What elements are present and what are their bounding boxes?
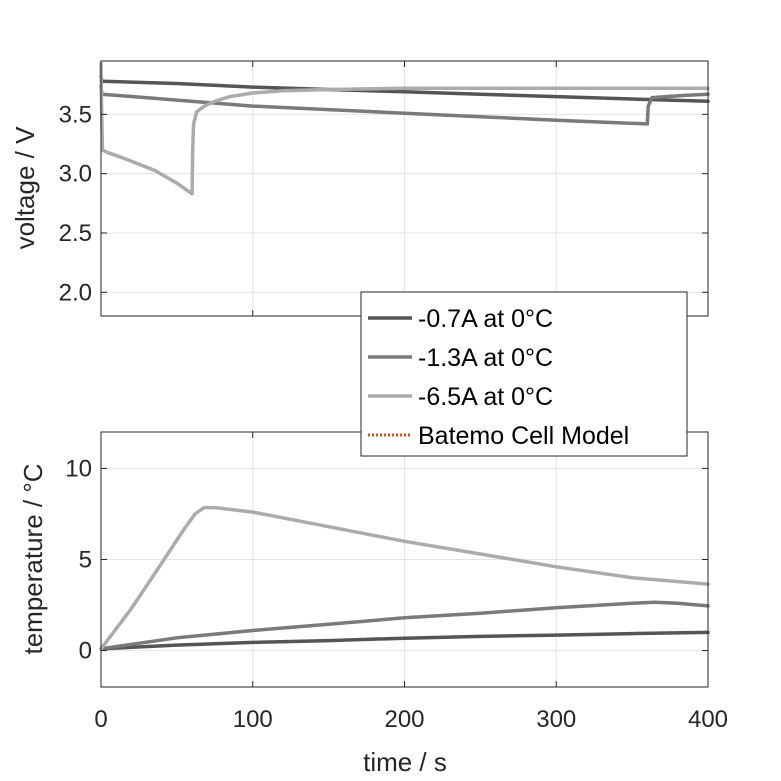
temperature-y-tick-label: 0	[79, 638, 92, 665]
voltage-y-tick-label: 2.5	[59, 220, 92, 247]
temperature-series-line-2	[99, 600, 710, 651]
legend-label: Batemo Cell Model	[418, 422, 629, 450]
temperature-y-tick-label: 10	[65, 455, 92, 482]
voltage-series-line-3	[99, 61, 710, 196]
temperature-series-line-1	[99, 630, 710, 651]
legend-label: -0.7A at 0°C	[418, 305, 553, 333]
time-x-axis-label: time / s	[363, 747, 447, 777]
voltage-series	[99, 61, 710, 196]
voltage-y-tick-label: 2.0	[59, 279, 92, 306]
temperature-y-axis-label: temperature / °C	[18, 463, 48, 654]
voltage-series-line-2	[99, 84, 710, 126]
temperature-x-tick-label: 0	[94, 706, 107, 733]
legend-label: -6.5A at 0°C	[418, 383, 553, 411]
voltage-y-axis-label: voltage / V	[10, 126, 40, 250]
legend-entries: -0.7A at 0°C -1.3A at 0°C -6.5A at 0°C Bate…	[368, 305, 629, 450]
temperature-x-tick-label: 100	[233, 706, 273, 733]
temperature-ticks: 0 100 200 300 400 0 5 10	[65, 432, 728, 733]
temperature-x-tick-label: 200	[384, 706, 424, 733]
temperature-x-tick-label: 400	[688, 706, 728, 733]
temperature-x-tick-label: 300	[536, 706, 576, 733]
voltage-y-tick-label: 3.0	[59, 161, 92, 188]
voltage-panel: 2.0 2.5 3.0 3.5 voltage / V	[10, 60, 710, 317]
temperature-panel: 0 100 200 300 400 0 5 10 temperature / °C time …	[18, 431, 728, 777]
temperature-series	[99, 505, 710, 651]
temperature-y-tick-label: 5	[79, 547, 92, 574]
voltage-y-tick-label: 3.5	[59, 101, 92, 128]
legend-label: -1.3A at 0°C	[418, 344, 553, 372]
legend-box	[360, 291, 688, 457]
temperature-series-line-3	[99, 505, 710, 651]
legend: -0.7A at 0°C -1.3A at 0°C -6.5A at 0°C Bate…	[360, 291, 688, 457]
